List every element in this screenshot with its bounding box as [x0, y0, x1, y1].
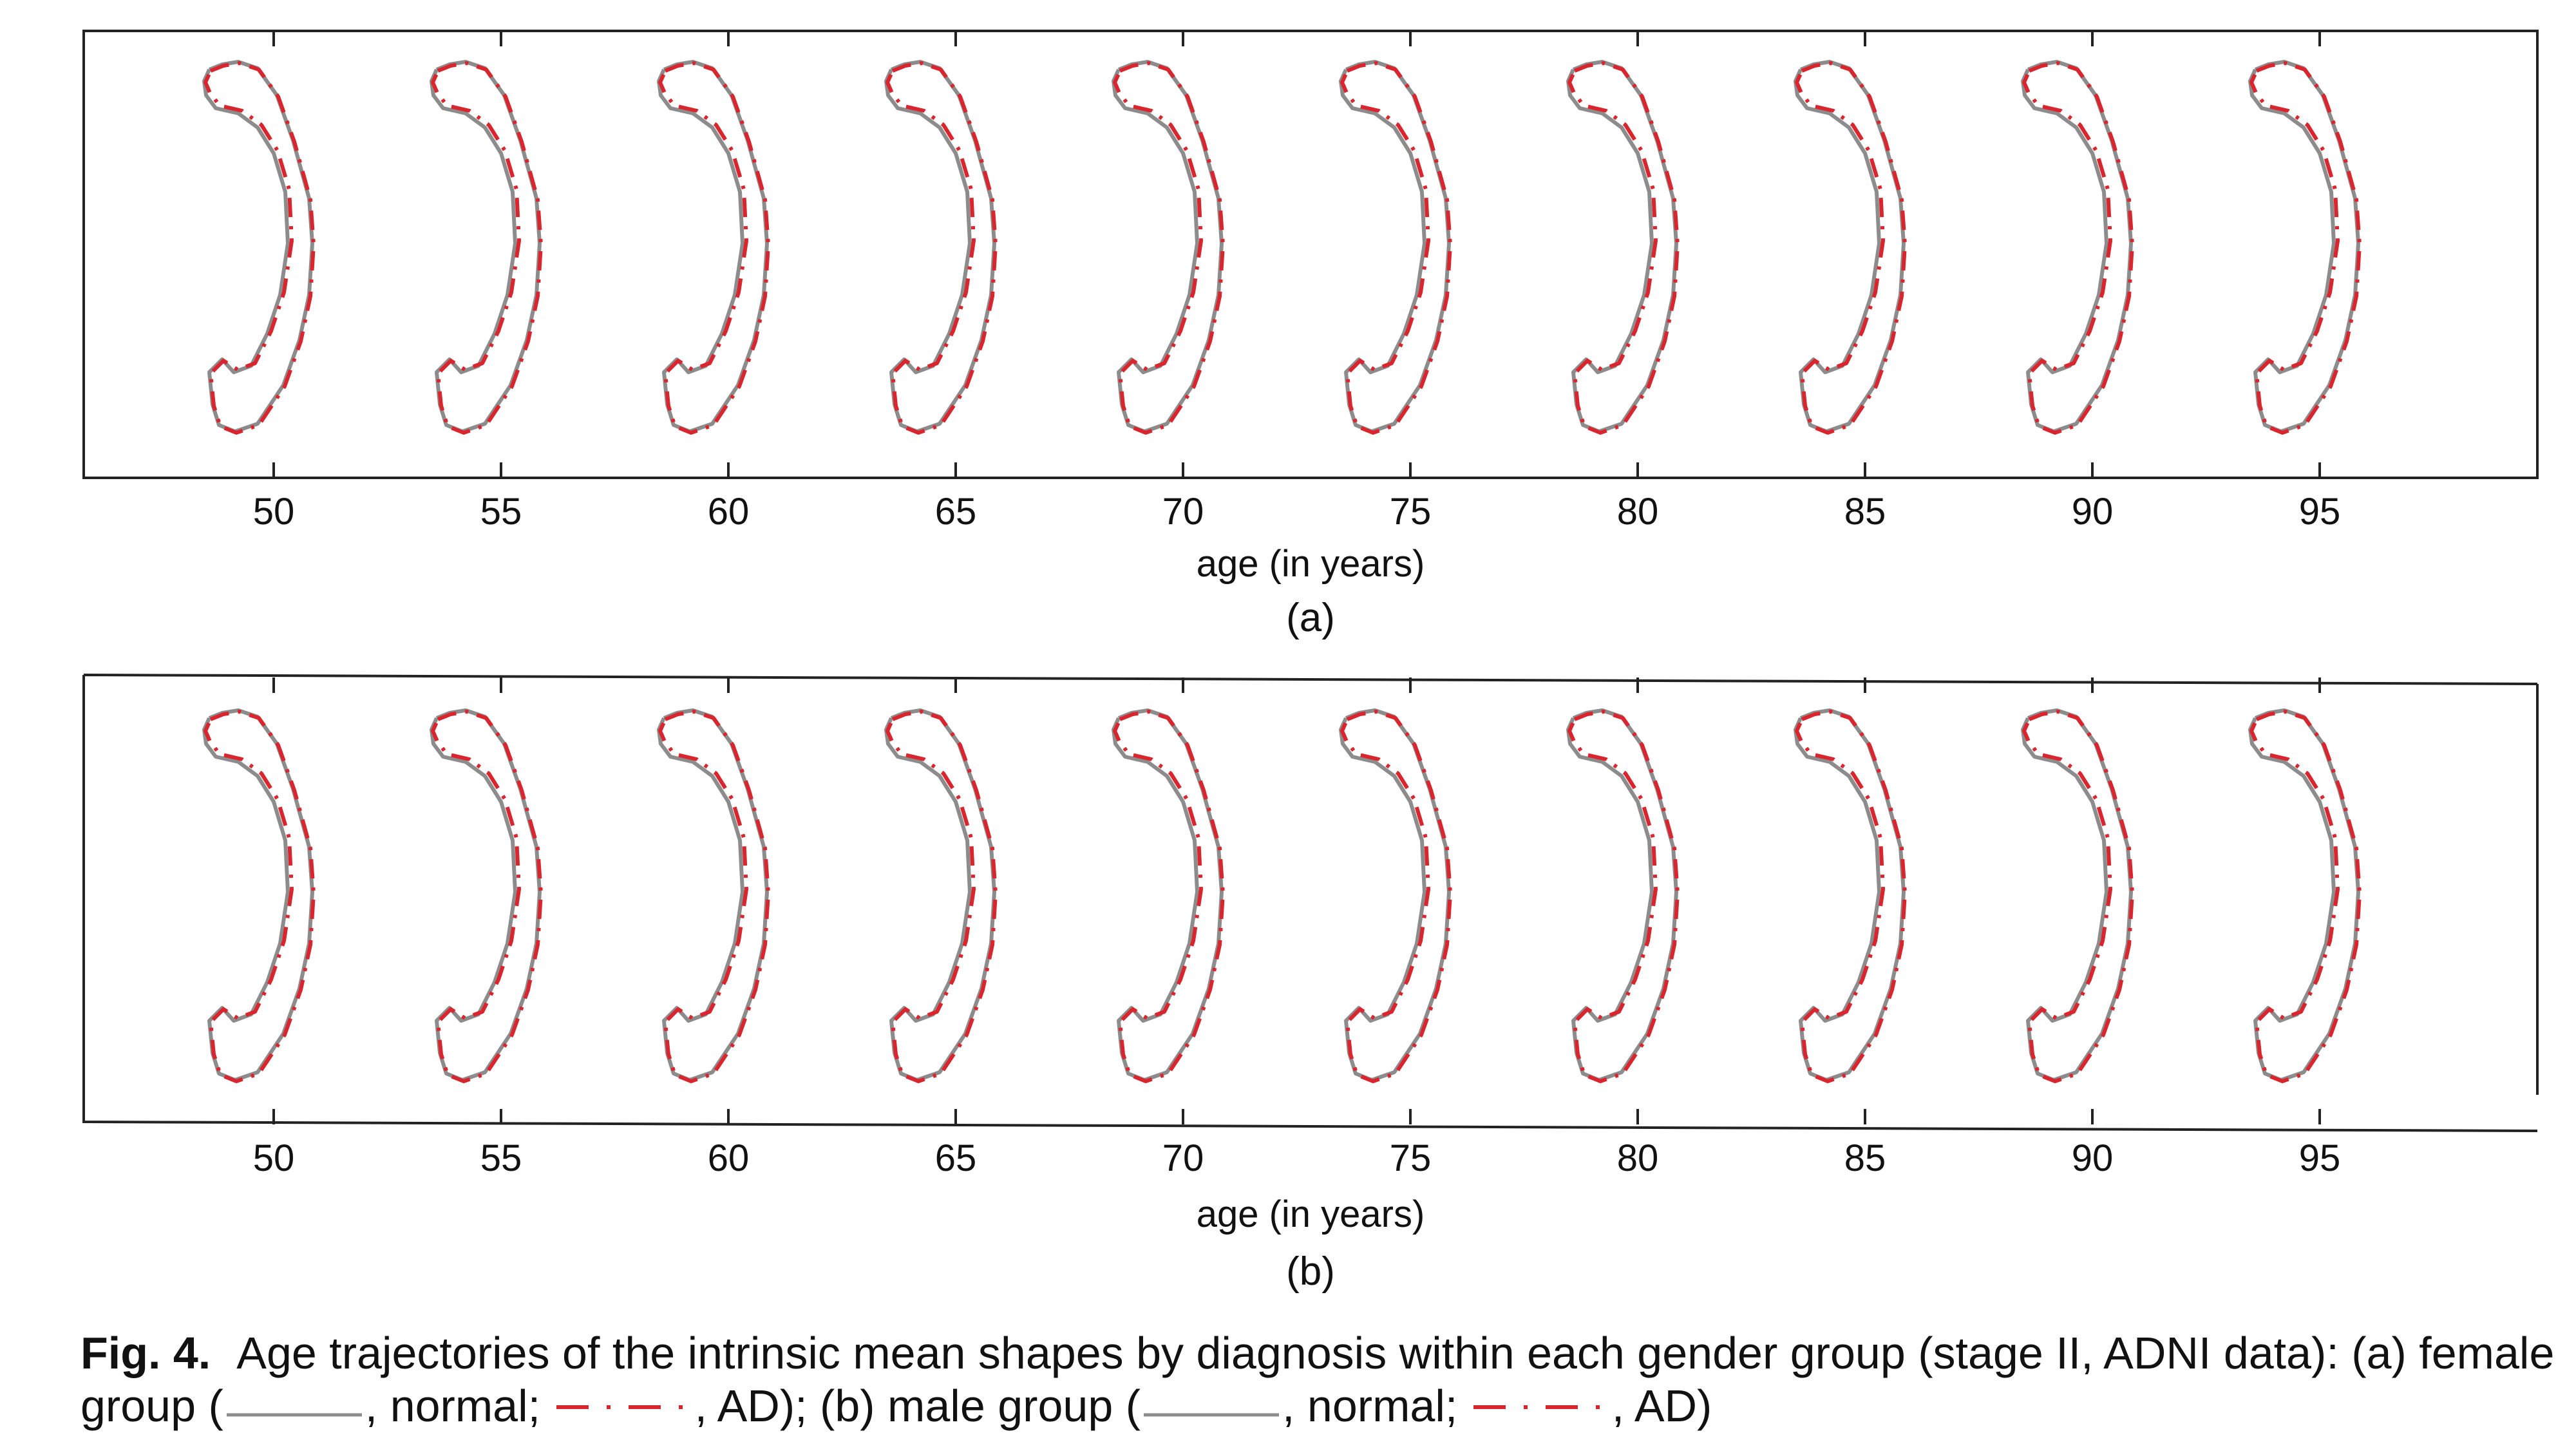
ad-shape-50 [204, 710, 316, 1083]
panel-a: 50 55 60 65 70 75 80 85 90 95 age (in years) (a) [82, 30, 2539, 640]
ad-shape-85 [1795, 710, 1907, 1083]
normal-shape-85 [1794, 60, 1906, 433]
ad-shape-55 [431, 710, 543, 1083]
tick-label-90: 90 [2072, 1137, 2114, 1179]
caption-text-2: , normal; [365, 1381, 553, 1431]
normal-shape-70 [1112, 60, 1224, 433]
normal-shape-55 [430, 60, 542, 433]
ad-shape-95 [2249, 61, 2362, 435]
ad-shape-60 [658, 61, 770, 435]
tick-label-80: 80 [1617, 1137, 1659, 1179]
ad-shape-75 [1340, 710, 1452, 1083]
tick-label-80: 80 [1617, 491, 1659, 533]
legend-ad-line [556, 1405, 692, 1409]
ad-shape-70 [1113, 710, 1225, 1083]
ad-shape-60 [658, 710, 770, 1083]
tick-label-60: 60 [708, 491, 750, 533]
normal-shape-85 [1794, 708, 1906, 1082]
panel-b-shapes [202, 708, 2362, 1083]
panel-b-sublabel: (b) [1286, 1249, 1335, 1294]
panel-b: 50 55 60 65 70 75 80 85 90 95 age (in years) (b) [82, 674, 2539, 1294]
tick-label-85: 85 [1844, 491, 1886, 533]
panel-a-sublabel: (a) [1286, 596, 1335, 640]
caption-text-1: Age trajectories of the intrinsic mean s… [80, 1328, 2555, 1431]
normal-shape-70 [1112, 708, 1224, 1082]
normal-shape-75 [1339, 60, 1451, 433]
ad-shape-80 [1567, 61, 1680, 435]
ad-shape-85 [1795, 61, 1907, 435]
ad-shape-75 [1340, 61, 1452, 435]
caption-text-5: , AD) [1611, 1381, 1712, 1431]
caption-text-3: , AD); (b) male group ( [694, 1381, 1141, 1431]
figure-caption: Fig. 4. Age trajectories of the intrinsic… [80, 1327, 2566, 1432]
tick-label-70: 70 [1162, 491, 1204, 533]
normal-shape-95 [2248, 60, 2360, 433]
caption-text-4: , normal; [1282, 1381, 1470, 1431]
legend-ad-line-b [1473, 1405, 1609, 1409]
normal-shape-55 [430, 708, 542, 1082]
ad-shape-70 [1113, 61, 1225, 435]
tick-label-95: 95 [2299, 491, 2341, 533]
tick-label-90: 90 [2072, 491, 2114, 533]
normal-shape-50 [202, 60, 314, 433]
panel-a-shapes [202, 60, 2362, 435]
tick-label-55: 55 [480, 1137, 522, 1179]
normal-shape-80 [1566, 708, 1678, 1082]
tick-label-65: 65 [935, 491, 977, 533]
ad-shape-50 [204, 61, 316, 435]
tick-label-75: 75 [1390, 1137, 1432, 1179]
tick-label-65: 65 [935, 1137, 977, 1179]
normal-shape-75 [1339, 708, 1451, 1082]
tick-label-85: 85 [1844, 1137, 1886, 1179]
ad-shape-65 [886, 710, 998, 1083]
normal-shape-90 [2021, 60, 2133, 433]
ad-shape-80 [1567, 710, 1680, 1083]
normal-shape-50 [202, 708, 314, 1082]
ad-shape-55 [431, 61, 543, 435]
ad-shape-90 [2022, 710, 2134, 1083]
normal-shape-60 [657, 708, 769, 1082]
normal-shape-65 [884, 60, 996, 433]
panel-a-frame [82, 30, 2539, 479]
normal-shape-95 [2248, 708, 2360, 1082]
normal-shape-80 [1566, 60, 1678, 433]
tick-label-55: 55 [480, 491, 522, 533]
tick-label-50: 50 [253, 491, 295, 533]
normal-shape-65 [884, 708, 996, 1082]
caption-label: Fig. 4. [80, 1328, 211, 1378]
legend-normal-line [226, 1413, 362, 1417]
tick-label-95: 95 [2299, 1137, 2341, 1179]
tick-label-50: 50 [253, 1137, 295, 1179]
ad-shape-90 [2022, 61, 2134, 435]
panel-a-ticks: 50 55 60 65 70 75 80 85 90 95 [253, 31, 2341, 533]
ad-shape-95 [2249, 710, 2362, 1083]
panel-a-xlabel: age (in years) [1197, 543, 1425, 585]
panel-b-xlabel: age (in years) [1197, 1193, 1425, 1235]
panel-b-ticks: 50 55 60 65 70 75 80 85 90 95 [253, 677, 2341, 1179]
tick-label-70: 70 [1162, 1137, 1204, 1179]
panel-b-frame [82, 674, 2539, 1132]
legend-normal-line-b [1144, 1413, 1280, 1417]
tick-label-75: 75 [1390, 491, 1432, 533]
tick-label-60: 60 [708, 1137, 750, 1179]
normal-shape-60 [657, 60, 769, 433]
ad-shape-65 [886, 61, 998, 435]
normal-shape-90 [2021, 708, 2133, 1082]
